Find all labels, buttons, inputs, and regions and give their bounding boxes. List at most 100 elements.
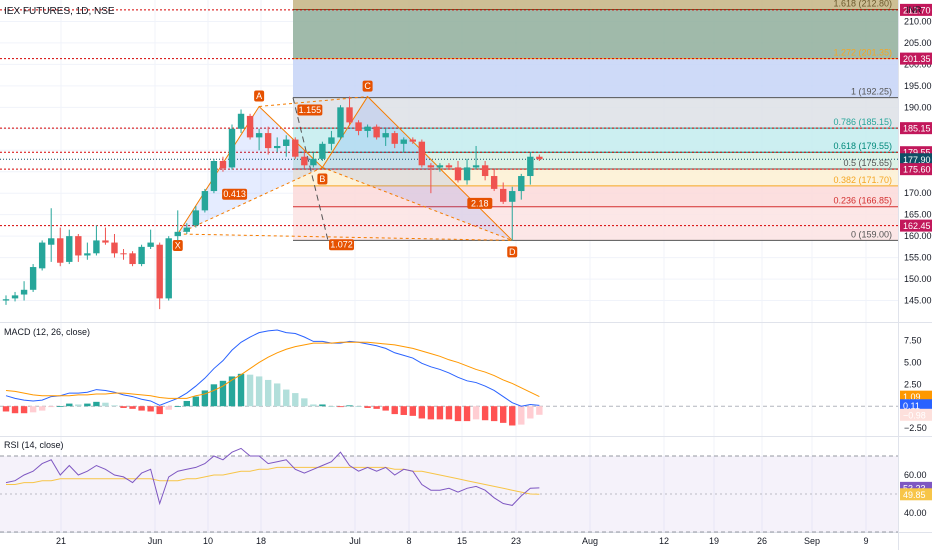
fib-level-label: 1.618 (212.80) <box>833 0 892 8</box>
macd-histogram-bar <box>518 406 525 425</box>
rsi-value-tag[interactable] <box>900 488 932 501</box>
macd-histogram-bar <box>301 398 308 407</box>
price-tag[interactable] <box>900 52 932 65</box>
pattern-triangle-bcd <box>322 96 513 241</box>
macd-histogram-bar <box>337 406 344 408</box>
candle-body <box>427 165 435 168</box>
pattern-point-d[interactable] <box>507 246 518 258</box>
candle-body <box>382 133 389 138</box>
macd-histogram-bar <box>120 406 127 408</box>
macd-histogram-bar <box>201 390 209 407</box>
fib-zone <box>293 0 898 10</box>
candle-body <box>93 240 100 254</box>
pattern-point-c[interactable] <box>362 80 373 92</box>
candle-body <box>490 176 498 189</box>
macd-value-label: −0.98 <box>903 410 926 420</box>
candle-body <box>156 244 163 299</box>
time-axis-tick: Aug <box>582 536 598 546</box>
time-axis-tick: 18 <box>256 536 266 546</box>
fibonacci-retracement[interactable]: 1.618 (212.80) 1.272 (201.35) 1 (192.25) 0.… <box>292 0 898 241</box>
rsi-band <box>0 456 898 532</box>
pattern-point-b[interactable] <box>317 173 328 185</box>
price-tag[interactable] <box>900 163 932 176</box>
candle-body <box>102 240 109 243</box>
time-axis-tick: 26 <box>757 536 767 546</box>
candle-body <box>129 253 136 265</box>
time-axis-tick: 21 <box>56 536 66 546</box>
candle-body <box>2 299 10 301</box>
price-axis-tick: 195.00 <box>904 81 932 91</box>
pattern-ratio-line <box>177 166 323 235</box>
macd-histogram-bar <box>138 406 145 411</box>
candle-body <box>192 210 200 226</box>
macd-histogram-bar <box>283 389 290 407</box>
price-tag-label: 179.55 <box>903 148 931 158</box>
macd-histogram-bar <box>237 373 245 407</box>
candle-body <box>337 107 344 138</box>
candle-body <box>147 242 154 247</box>
time-axis-tick: 23 <box>511 536 521 546</box>
candle-body <box>346 107 353 123</box>
macd-histogram-bar <box>255 376 263 407</box>
macd-histogram-bar <box>75 404 82 407</box>
time-axis-tick: Sep <box>804 536 820 546</box>
candle-body <box>301 156 308 166</box>
time-axis-tick: 10 <box>203 536 213 546</box>
macd-histogram-bar <box>183 400 190 407</box>
rsi-axis-tick: 60.00 <box>904 470 927 480</box>
macd-pane <box>0 329 898 426</box>
macd-histogram-bar <box>445 406 453 420</box>
macd-histogram-bar <box>84 403 91 407</box>
candle-body <box>228 128 236 168</box>
macd-histogram-bar <box>38 406 46 411</box>
pattern-point-x[interactable] <box>172 239 183 251</box>
candle-body <box>165 238 172 299</box>
candle-body <box>373 126 380 138</box>
price-tag[interactable] <box>900 153 932 166</box>
candle-body <box>219 161 227 169</box>
macd-histogram-bar <box>409 406 416 416</box>
macd-histogram-bar <box>66 403 73 407</box>
macd-histogram-bar <box>29 406 37 413</box>
macd-histogram-bar <box>174 406 181 408</box>
pattern-ratio-tag <box>329 239 354 251</box>
price-tag[interactable] <box>900 3 932 16</box>
price-axis-tick: 205.00 <box>904 38 932 48</box>
price-tag-label: 175.60 <box>903 165 931 175</box>
macd-histogram-bar <box>536 406 543 415</box>
rsi-ma-line <box>6 466 540 495</box>
macd-histogram-bar <box>129 406 136 409</box>
candle-body <box>445 165 453 168</box>
macd-value-label: 0.11 <box>903 401 920 411</box>
candle-body <box>391 133 398 144</box>
fib-level-label: 0.236 (166.85) <box>833 196 892 206</box>
macd-histogram-bar <box>246 374 254 407</box>
price-axis[interactable]: 145.00150.00155.00160.00165.00170.00175.… <box>56 3 932 546</box>
macd-value-tag[interactable] <box>900 408 932 421</box>
time-axis-tick: 9 <box>863 536 868 546</box>
rsi-line <box>5 447 540 506</box>
pattern-ratio-label: 0.413 <box>223 189 246 199</box>
candle-body <box>11 295 19 299</box>
candle-body <box>310 158 317 166</box>
candles <box>2 96 543 310</box>
candle-body <box>319 143 326 159</box>
pattern-point-label: A <box>256 91 262 101</box>
candle-body <box>237 113 245 129</box>
macd-axis-tick: 2.50 <box>904 379 922 389</box>
macd-histogram-bar <box>20 406 28 414</box>
macd-axis-tick: 5.00 <box>904 357 922 367</box>
rsi-pane <box>0 447 898 533</box>
pattern-ratio-label: 2.18 <box>471 198 489 208</box>
macd-value-tag[interactable] <box>900 399 932 412</box>
macd-histogram-bar <box>319 404 326 407</box>
candle-body <box>66 236 73 262</box>
price-tag[interactable] <box>900 219 932 232</box>
candle-body <box>255 133 263 138</box>
price-tag[interactable] <box>900 122 932 135</box>
candle-body <box>84 253 91 256</box>
candle-body <box>436 165 444 168</box>
price-axis-tick: 155.00 <box>904 253 932 263</box>
pattern-point-a[interactable] <box>254 90 265 102</box>
